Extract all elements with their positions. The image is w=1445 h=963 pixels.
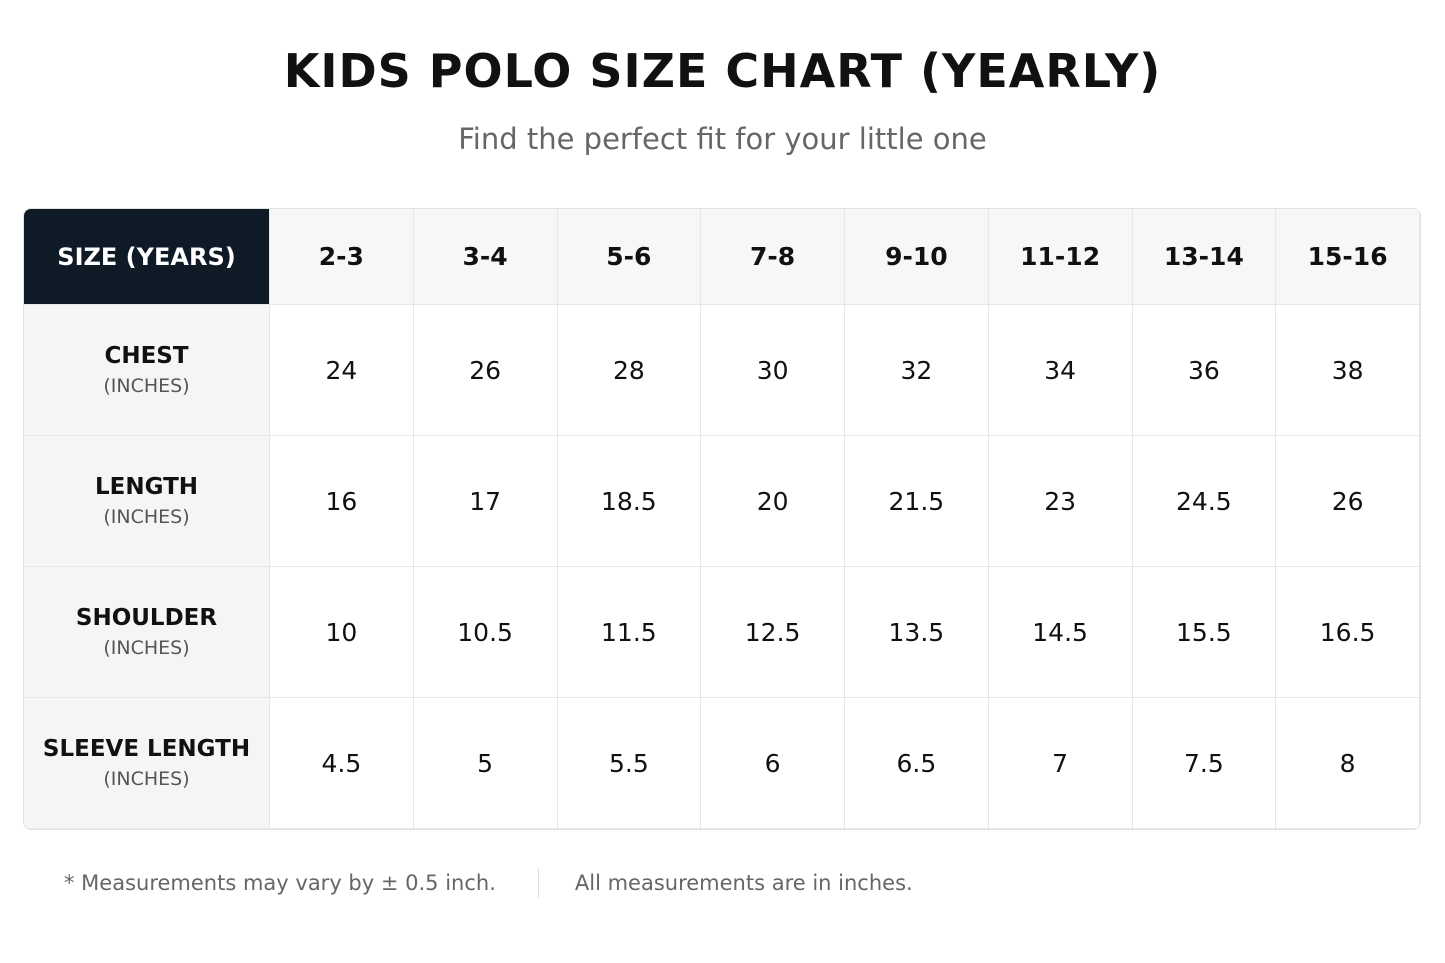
value-cell: 23 — [988, 436, 1133, 567]
row-unit: (INCHES) — [103, 768, 190, 790]
row-header: LENGTH (INCHES) — [24, 436, 270, 567]
value-cell: 14.5 — [988, 567, 1133, 698]
value-cell: 15.5 — [1132, 567, 1277, 698]
value-cell: 5 — [413, 698, 558, 829]
row-header: SHOULDER (INCHES) — [24, 567, 270, 698]
value-cell: 6 — [701, 698, 845, 829]
column-header: 15-16 — [1276, 209, 1420, 305]
value-cell: 30 — [701, 305, 845, 436]
separator — [537, 868, 539, 898]
value-cell: 36 — [1132, 305, 1277, 436]
corner-header: SIZE (YEARS) — [24, 209, 270, 305]
value-cell: 4.5 — [270, 698, 414, 829]
row-header: SLEEVE LENGTH (INCHES) — [24, 698, 270, 829]
value-cell: 11.5 — [557, 567, 702, 698]
row-label: LENGTH — [94, 474, 199, 500]
value-cell: 10.5 — [413, 567, 558, 698]
value-cell: 24.5 — [1132, 436, 1277, 567]
row-unit: (INCHES) — [103, 637, 190, 659]
value-cell: 26 — [1276, 436, 1420, 567]
value-cell: 34 — [988, 305, 1133, 436]
row-header: CHEST (INCHES) — [24, 305, 270, 436]
value-cell: 16 — [270, 436, 414, 567]
title: KIDS POLO SIZE CHART (YEARLY) — [283, 44, 1162, 98]
value-cell: 38 — [1276, 305, 1420, 436]
value-cell: 16.5 — [1276, 567, 1420, 698]
value-cell: 18.5 — [557, 436, 702, 567]
subtitle: Find the perfect fit for your little one — [458, 122, 987, 156]
column-header: 13-14 — [1132, 209, 1277, 305]
value-cell: 10 — [270, 567, 414, 698]
value-cell: 13.5 — [845, 567, 989, 698]
row-label: SHOULDER — [75, 605, 218, 631]
value-cell: 17 — [413, 436, 558, 567]
row-label: SLEEVE LENGTH — [42, 736, 251, 762]
row-label: CHEST — [104, 343, 189, 369]
column-header: 3-4 — [413, 209, 558, 305]
value-cell: 21.5 — [845, 436, 989, 567]
value-cell: 7.5 — [1132, 698, 1277, 829]
column-header: 2-3 — [270, 209, 414, 305]
column-header: 5-6 — [557, 209, 702, 305]
value-cell: 8 — [1276, 698, 1420, 829]
value-cell: 32 — [845, 305, 989, 436]
value-cell: 6.5 — [845, 698, 989, 829]
size-table: SIZE (YEARS) 2-3 3-4 5-6 7-8 9-10 11-12 13-14 15… — [23, 208, 1421, 830]
value-cell: 28 — [557, 305, 702, 436]
value-cell: 26 — [413, 305, 558, 436]
value-cell: 12.5 — [701, 567, 845, 698]
footer: * Measurements may vary by ± 0.5 inch. A… — [64, 868, 913, 898]
column-header: 7-8 — [701, 209, 845, 305]
row-unit: (INCHES) — [103, 375, 190, 397]
footnote: * Measurements may vary by ± 0.5 inch. — [64, 871, 496, 895]
value-cell: 20 — [701, 436, 845, 567]
column-header: 9-10 — [845, 209, 989, 305]
value-cell: 24 — [270, 305, 414, 436]
column-header: 11-12 — [988, 209, 1133, 305]
footnote: All measurements are in inches. — [574, 871, 913, 895]
value-cell: 5.5 — [557, 698, 702, 829]
value-cell: 7 — [988, 698, 1133, 829]
row-unit: (INCHES) — [103, 506, 190, 528]
